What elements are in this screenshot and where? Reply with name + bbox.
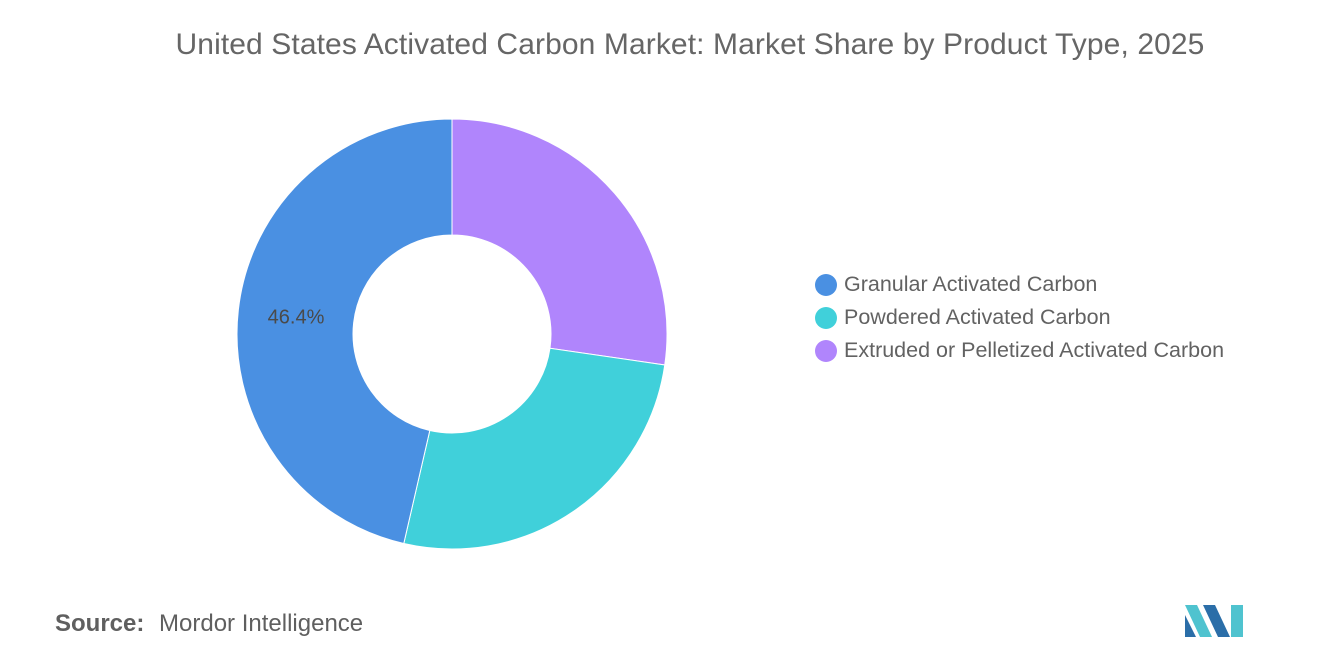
logo-middle-stroke	[1203, 605, 1230, 637]
donut-slices	[236, 118, 668, 550]
donut-data-labels: 46.4%	[268, 306, 325, 328]
source-note: Source: Mordor Intelligence	[55, 610, 363, 638]
chart-title: United States Activated Carbon Market: M…	[175, 28, 1205, 61]
legend-item-extruded-or-pelletized-activated-carbon: Extruded or Pelletized Activated Carbon	[815, 334, 1305, 367]
logo-left-wedge	[1185, 615, 1196, 637]
legend-swatch	[815, 306, 837, 329]
logo-right-bar	[1231, 605, 1243, 637]
legend-item-granular-activated-carbon: Granular Activated Carbon	[815, 268, 1305, 301]
logo-left-stroke	[1185, 605, 1212, 637]
data-label-granular-activated-carbon: 46.4%	[268, 306, 325, 328]
legend-item-powdered-activated-carbon: Powdered Activated Carbon	[815, 301, 1305, 334]
legend-swatch	[815, 339, 837, 362]
legend-label: Extruded or Pelletized Activated Carbon	[844, 338, 1225, 362]
slice-extruded-or-pelletized-activated-carbon	[451, 118, 668, 366]
mordor-intelligence-logo	[1185, 605, 1243, 637]
legend-label: Granular Activated Carbon	[844, 272, 1098, 296]
legend-swatch	[815, 273, 837, 296]
source-label: Source:	[55, 610, 145, 637]
slice-powdered-activated-carbon	[403, 347, 666, 550]
legend-label: Powdered Activated Carbon	[844, 305, 1111, 329]
slice-granular-activated-carbon	[236, 118, 453, 545]
source-value: Mordor Intelligence	[159, 610, 364, 637]
chart-legend: Granular Activated Carbon Powdered Activa…	[815, 268, 1305, 367]
